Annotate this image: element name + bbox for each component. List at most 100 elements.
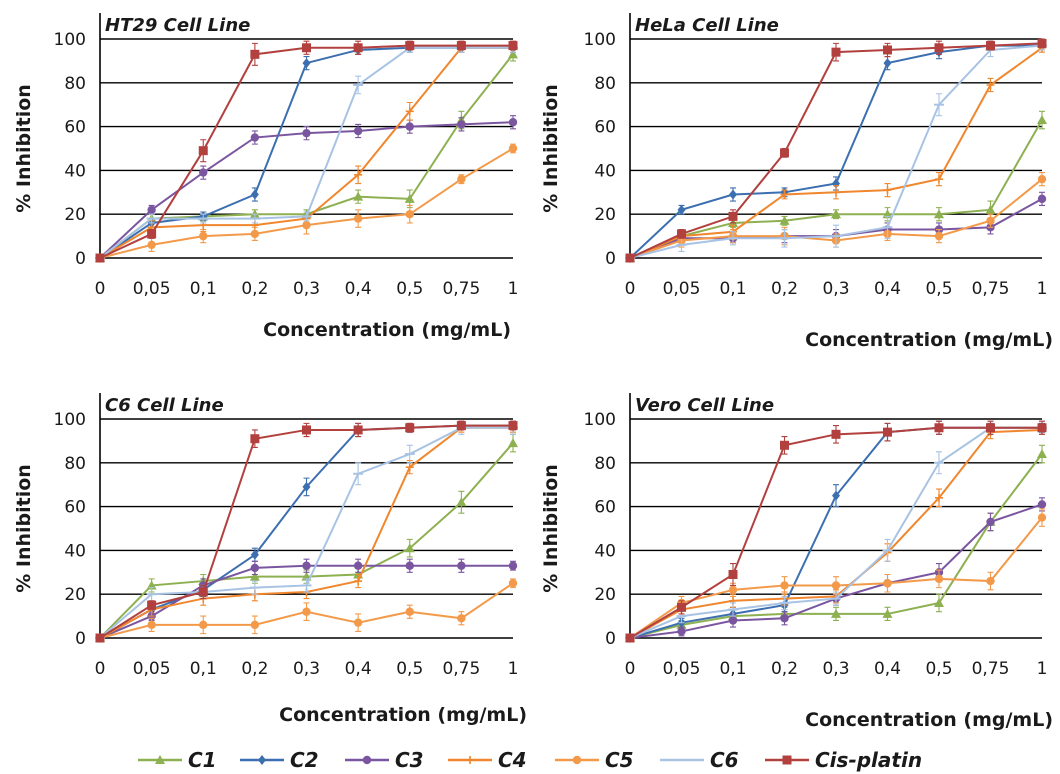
data-point [934,597,944,607]
series-c6 [625,40,1047,259]
data-point [883,579,892,588]
data-point [147,229,157,239]
x-tick-label: 0,5 [925,659,952,679]
legend-label: C5 [605,748,634,772]
legend-label: C3 [395,748,424,772]
panel-hela: 0 20 40 60 80 100 0 0,05 0,1 0,2 0,3 0,4 0,5 0,75 1 HeL… [540,13,1053,351]
data-point [147,600,157,610]
data-point [250,133,260,142]
data-point [147,240,156,250]
data-point [199,231,208,241]
y-tick-label: 60 [64,118,86,138]
data-point [1037,500,1047,509]
series-c3 [95,558,518,643]
legend-swatch-marker [155,755,165,764]
data-point [831,209,841,219]
x-axis-title: Concentration (mg/mL) [263,319,511,341]
legend-swatch-marker [782,755,792,765]
data-point [508,118,518,127]
data-point [353,126,363,136]
x-tick-label: 0,2 [771,279,798,299]
x-tick-label: 0,4 [874,279,901,299]
data-point [882,608,893,618]
series-c5 [95,143,518,263]
legend-label: C4 [498,748,527,772]
y-tick-label: 20 [64,205,86,225]
y-tick-label: 60 [64,498,86,518]
x-tick-label: 0,75 [972,279,1010,299]
data-point [728,569,738,579]
data-point [405,210,414,219]
data-point [934,423,944,433]
data-point [883,186,892,195]
data-point [508,421,518,431]
data-point [250,189,259,200]
data-point [508,144,518,153]
panel-title: C6 Cell Line [105,395,224,416]
y-tick-label: 60 [594,498,616,518]
x-tick-label: 1 [1037,659,1048,679]
y-axis-title: % Inhibition [540,84,562,213]
panel-ht29: 0 20 40 60 80 100 0 0,05 0,1 0,2 0,3 0,4 0,5 0,75 1 HT2… [13,13,518,341]
data-point [934,209,944,219]
x-tick-label: 0,75 [442,279,480,299]
data-point [935,175,943,184]
y-tick-label: 0 [75,249,86,269]
data-point [250,49,260,59]
data-point [832,188,840,197]
legend-item-c5: C5 [555,748,634,772]
x-tick-label: 0,2 [771,659,798,679]
data-point [250,549,259,560]
y-tick-label: 40 [64,161,86,181]
legend-label: C2 [290,748,319,772]
x-tick-label: 0,5 [396,659,423,679]
data-point [354,170,363,179]
y-tick-label: 100 [54,30,86,50]
legend-swatch-marker [362,755,372,765]
data-point [456,497,467,507]
x-tick-label: 0 [95,279,106,299]
y-tick-label: 40 [64,541,86,561]
x-tick-label: 0,05 [663,659,701,679]
data-point [779,215,790,225]
data-point [353,43,363,53]
x-tick-label: 0 [625,279,636,299]
data-point [831,581,841,590]
y-tick-label: 80 [64,74,86,94]
y-axis-title: % Inhibition [540,464,562,593]
data-point [728,585,738,595]
legend-label: C6 [710,748,739,772]
data-point [986,41,995,51]
x-tick-label: 0,3 [822,659,849,679]
data-point [457,120,466,129]
x-tick-label: 0,1 [719,659,746,679]
data-point [404,543,415,553]
x-tick-label: 0 [95,659,106,679]
data-point [405,607,414,616]
y-tick-label: 40 [594,541,616,561]
x-axis-title: Concentration (mg/mL) [805,709,1053,731]
panel-title: HeLa Cell Line [635,15,779,36]
y-tick-label: 80 [64,454,86,474]
data-point [250,620,260,630]
x-tick-label: 0,05 [133,659,171,679]
data-point [677,627,686,636]
x-tick-label: 0,3 [293,279,320,299]
x-tick-label: 0,1 [190,279,217,299]
data-point [780,148,789,158]
x-axis-title: Concentration (mg/mL) [279,704,527,726]
data-point [728,211,738,221]
data-point [95,633,105,643]
panel-c6: 0 20 40 60 80 100 0 0,05 0,1 0,2 0,3 0,4 0,5 0,75 1 C6 … [13,393,527,726]
data-point [508,561,518,570]
data-point [625,633,635,643]
legend-item-c1: C1 [138,748,217,772]
data-point [780,581,789,590]
data-point [302,561,311,570]
data-point [985,204,996,214]
data-point [353,561,363,570]
x-tick-label: 1 [508,279,519,299]
x-tick-label: 0,75 [972,659,1010,679]
y-tick-label: 60 [594,118,616,138]
x-tick-label: 0,5 [925,279,952,299]
